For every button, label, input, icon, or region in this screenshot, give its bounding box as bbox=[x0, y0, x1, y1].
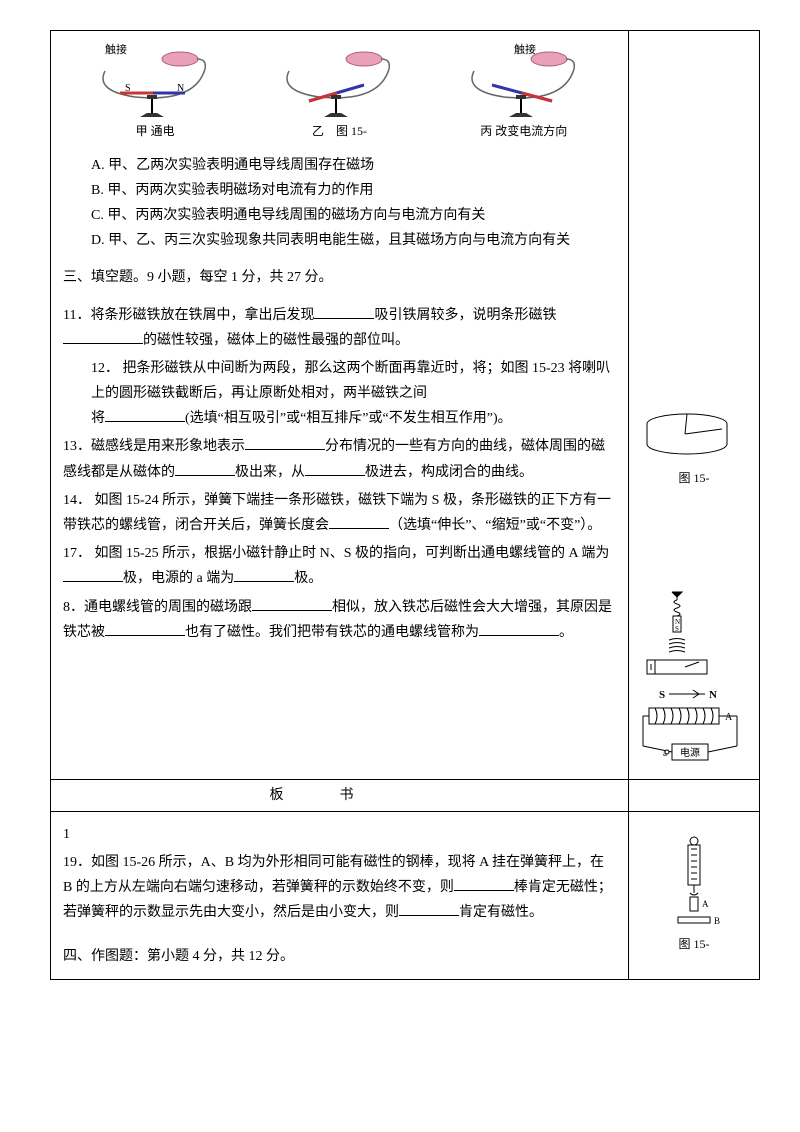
q14: 14． 如图 15-24 所示，弹簧下端挂一条形磁铁，磁铁下端为 S 极，条形磁… bbox=[63, 488, 616, 538]
contact-label-1: 触接 bbox=[105, 42, 127, 56]
s-label: S bbox=[125, 83, 131, 94]
q8-lead: 8．通电螺线管的周围的磁场跟 bbox=[63, 600, 252, 615]
q11-mid1: 吸引铁屑较多，说明条形磁铁 bbox=[374, 308, 556, 323]
q11-mid2: 的磁性较强，磁体上的磁性最强的部位叫 bbox=[143, 333, 395, 348]
diagram-jia-svg: 触接 S N bbox=[85, 41, 225, 121]
row-1: 触接 S N 甲 通电 bbox=[51, 31, 759, 780]
diagram-bing-svg: 触接 bbox=[454, 41, 594, 121]
q8-blank-3[interactable] bbox=[479, 622, 559, 636]
q13-blank-1[interactable] bbox=[245, 436, 325, 450]
svg-text:S: S bbox=[675, 625, 679, 633]
main-column-1: 触接 S N 甲 通电 bbox=[51, 31, 629, 779]
contact-label-2: 触接 bbox=[514, 42, 536, 56]
fig-15-23: 图 15- bbox=[637, 409, 751, 490]
fig-15-25: S N A 电源 a bbox=[637, 686, 751, 771]
fig-yi: 乙 图 15- bbox=[269, 41, 409, 143]
n-label: N bbox=[177, 83, 184, 94]
q17-blank-1[interactable] bbox=[63, 568, 123, 582]
q13: 13．磁感线是用来形象地表示分布情况的一些有方向的曲线，磁体周围的磁感线都是从磁… bbox=[63, 434, 616, 484]
side-column-1: 图 15- N S bbox=[629, 31, 759, 779]
q11-blank-2[interactable] bbox=[63, 330, 143, 344]
solenoid-icon: S N A 电源 a bbox=[637, 686, 747, 771]
fig-bing: 触接 丙 改变电流方向 bbox=[454, 41, 594, 143]
q19-num: 1 bbox=[63, 822, 616, 847]
q11: 11．将条形磁铁放在铁屑中，拿出后发现 吸引铁屑较多，说明条形磁铁的磁性较强，磁体… bbox=[63, 303, 616, 353]
q8: 8．通电螺线管的周围的磁场跟相似，放入铁芯后磁性会大大增强，其原因是铁芯被也有了… bbox=[63, 595, 616, 645]
diagram-yi-svg bbox=[269, 41, 409, 121]
q12-mid: 将 bbox=[91, 411, 105, 426]
option-d: D. 甲、乙、丙三次实验现象共同表明电能生磁，且其磁场方向与电流方向有关 bbox=[63, 228, 616, 253]
spring-coil-icon: N S bbox=[637, 590, 717, 680]
q17-mid: 极，电源的 a 端为 bbox=[123, 571, 234, 586]
q8-mid2: 也有了磁性。我们把带有铁芯的通电螺线管称为 bbox=[185, 625, 479, 640]
q19-tail: 肯定有磁性。 bbox=[459, 905, 543, 920]
cylinder-icon bbox=[637, 409, 737, 464]
main-column-3: 1 19．如图 15-26 所示，A、B 均为外形相同可能有磁性的钢棒，现将 A… bbox=[51, 812, 629, 979]
q17-tail: 极。 bbox=[294, 571, 322, 586]
q11-tail: 。 bbox=[395, 333, 409, 348]
spring-scale-icon: A B bbox=[664, 835, 724, 930]
option-b: B. 甲、丙两次实验表明磁场对电流有力的作用 bbox=[63, 178, 616, 203]
side-empty bbox=[629, 780, 759, 811]
q11-blank-1[interactable] bbox=[314, 305, 374, 319]
q13-lead: 13．磁感线是用来形象地表示 bbox=[63, 439, 245, 454]
fig-23-label: 图 15- bbox=[637, 468, 751, 490]
q12: 12． 把条形磁铁从中间断为两段，那么这两个断面再靠近时，将；如图 15-23 … bbox=[63, 356, 616, 432]
q14-tail: （选填“伸长”、“缩短”或“不变”）。 bbox=[389, 518, 601, 533]
row-board-heading: 板书 bbox=[51, 780, 759, 812]
s-label-2: S bbox=[659, 689, 665, 701]
q14-blank[interactable] bbox=[329, 515, 389, 529]
caption-fignum: 图 15- bbox=[336, 124, 367, 138]
q12-blank[interactable] bbox=[105, 408, 185, 422]
row-3: 1 19．如图 15-26 所示，A、B 均为外形相同可能有磁性的钢棒，现将 A… bbox=[51, 812, 759, 979]
fig-15-24: N S bbox=[637, 590, 751, 680]
q19-blank-1[interactable] bbox=[454, 877, 514, 891]
caption-bing: 丙 改变电流方向 bbox=[454, 121, 594, 143]
n-label-2: N bbox=[709, 689, 717, 701]
caption-jia: 甲 通电 bbox=[85, 121, 225, 143]
fig-jia: 触接 S N 甲 通电 bbox=[85, 41, 225, 143]
option-c: C. 甲、丙两次实验表明通电导线周围的磁场方向与电流方向有关 bbox=[63, 203, 616, 228]
q13-blank-3[interactable] bbox=[305, 462, 365, 476]
q17-lead: 17． 如图 15-25 所示，根据小磁针静止时 N、S 极的指向，可判断出通电… bbox=[63, 546, 609, 561]
caption-yi: 乙 bbox=[312, 124, 324, 138]
section-3-heading: 三、填空题。9 小题，每空 1 分，共 27 分。 bbox=[63, 265, 616, 290]
q8-blank-1[interactable] bbox=[252, 597, 332, 611]
q13-tail: 极进去，构成闭合的曲线。 bbox=[365, 465, 533, 480]
q8-tail: 。 bbox=[559, 625, 573, 640]
b-bar-label: B bbox=[714, 916, 720, 926]
q13-blank-2[interactable] bbox=[175, 462, 235, 476]
q19: 19．如图 15-26 所示，A、B 均为外形相同可能有磁性的钢棒，现将 A 挂… bbox=[63, 850, 616, 926]
q12-lead: 12． 把条形磁铁从中间断为两段，那么这两个断面再靠近时，将；如图 15-23 … bbox=[91, 361, 610, 401]
oersted-figures: 触接 S N 甲 通电 bbox=[63, 41, 616, 143]
q17: 17． 如图 15-25 所示，根据小磁针静止时 N、S 极的指向，可判断出通电… bbox=[63, 541, 616, 591]
q8-blank-2[interactable] bbox=[105, 622, 185, 636]
q17-blank-2[interactable] bbox=[234, 568, 294, 582]
fig-26-label: 图 15- bbox=[679, 934, 710, 956]
fig-15-26: A B 图 15- bbox=[637, 820, 751, 971]
a-label: A bbox=[725, 712, 733, 723]
q12-tail: (选填“相互吸引”或“相互排斥”或“不发生相互作用”)。 bbox=[185, 411, 512, 426]
q11-lead: 11．将条形磁铁放在铁屑中，拿出后发现 bbox=[63, 308, 314, 323]
source-label: 电源 bbox=[680, 746, 700, 759]
page-container: 触接 S N 甲 通电 bbox=[50, 30, 760, 980]
q13-mid2: 极出来，从 bbox=[235, 465, 305, 480]
a-bar-label: A bbox=[702, 899, 709, 909]
q19-blank-2[interactable] bbox=[399, 902, 459, 916]
side-column-3: A B 图 15- bbox=[629, 812, 759, 979]
option-a: A. 甲、乙两次实验表明通电导线周围存在磁场 bbox=[63, 153, 616, 178]
board-heading: 板书 bbox=[51, 780, 629, 811]
section-4-heading: 四、作图题：第小题 4 分，共 12 分。 bbox=[63, 944, 616, 969]
